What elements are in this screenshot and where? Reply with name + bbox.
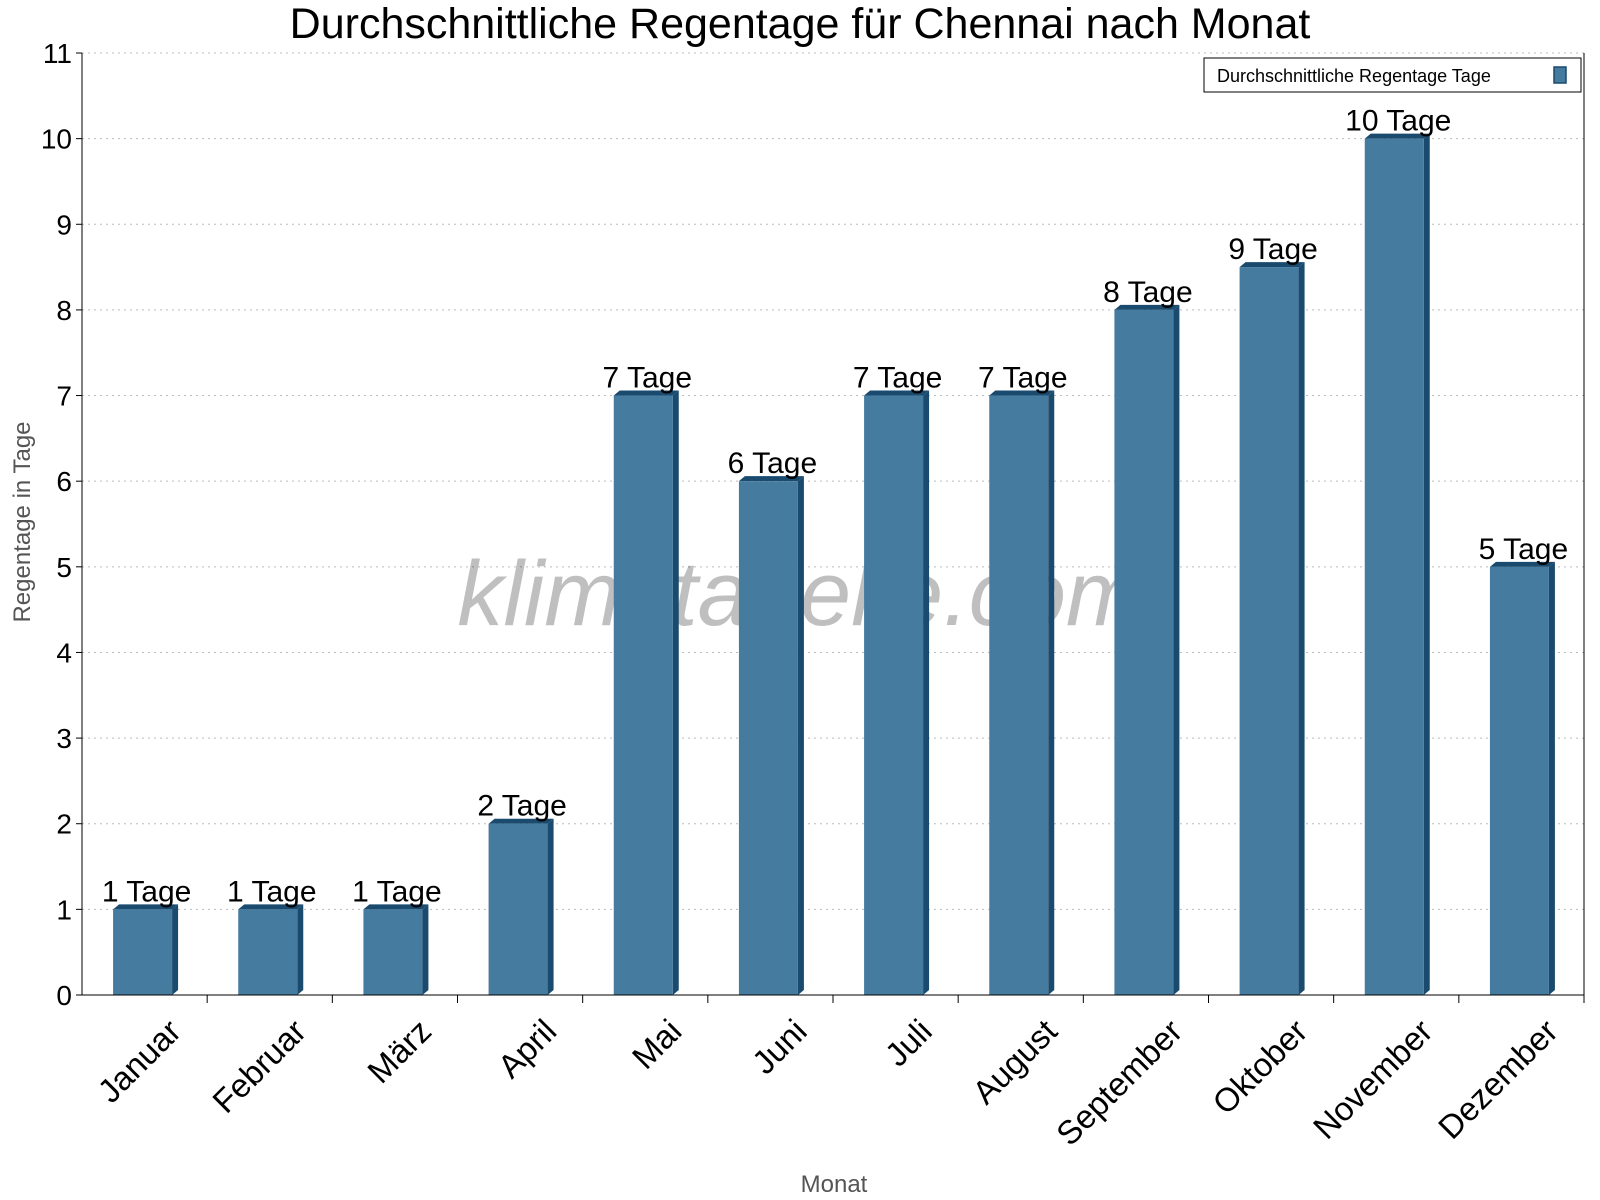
x-axis-title: Monat	[801, 1171, 868, 1198]
bar-top	[238, 904, 304, 910]
bar-top	[488, 818, 554, 824]
bar	[488, 823, 548, 995]
bar-side	[797, 476, 804, 995]
bars	[113, 133, 1555, 996]
bar-side	[547, 818, 554, 995]
data-label: 1 Tage	[227, 875, 317, 908]
y-tick-label: 0	[56, 980, 72, 1011]
data-label: 7 Tage	[978, 362, 1068, 395]
bar	[1239, 267, 1299, 995]
y-tick-label: 4	[56, 637, 72, 668]
data-label: 6 Tage	[728, 447, 818, 480]
y-tick-label: 3	[56, 723, 72, 754]
x-tick-label: April	[491, 1012, 564, 1085]
y-tick-label: 2	[56, 809, 72, 840]
bar-top	[738, 476, 804, 482]
bar-side	[1548, 561, 1555, 995]
data-label: 2 Tage	[477, 790, 567, 823]
bar	[738, 481, 798, 995]
bar	[238, 909, 298, 995]
axes	[76, 52, 1585, 1003]
bar-top	[864, 390, 930, 396]
bar	[613, 395, 673, 996]
legend: Durchschnittliche Regentage Tage	[1203, 57, 1582, 93]
bar-top	[113, 904, 179, 910]
x-tick-label: August	[965, 1012, 1064, 1111]
y-tick-label: 11	[43, 38, 72, 69]
y-axis-title: Regentage in Tage	[9, 421, 36, 622]
bar	[363, 909, 423, 995]
legend-swatch	[1553, 66, 1567, 84]
y-tick-label: 10	[41, 124, 72, 155]
legend-label: Durchschnittliche Regentage Tage	[1217, 66, 1491, 86]
x-tick-label: Januar	[90, 1012, 188, 1110]
bar-side	[1423, 133, 1430, 996]
bar-top	[1239, 262, 1305, 268]
y-tick-label: 5	[56, 552, 72, 583]
chart-title: Durchschnittliche Regentage für Chennai …	[290, 0, 1311, 48]
x-tick-label: Februar	[205, 1012, 313, 1120]
bar-side	[672, 390, 679, 996]
bar-top	[613, 390, 679, 396]
bar-side	[923, 390, 930, 996]
data-label: 10 Tage	[1345, 105, 1451, 138]
bar	[989, 395, 1049, 996]
bar-top	[1489, 561, 1555, 567]
bar-top	[1364, 133, 1430, 139]
bar-side	[1298, 262, 1305, 995]
y-tick-label: 7	[56, 381, 72, 412]
legend-box	[1203, 57, 1582, 93]
bar-side	[1173, 304, 1180, 996]
bar-top	[989, 390, 1055, 396]
x-tick-label: Oktober	[1205, 1012, 1314, 1121]
data-label: 1 Tage	[102, 875, 192, 908]
data-label: 1 Tage	[352, 875, 442, 908]
y-tick-label: 1	[56, 894, 72, 925]
x-tick-label: Dezember	[1431, 1012, 1565, 1146]
bar	[1114, 309, 1174, 996]
data-label: 7 Tage	[853, 362, 943, 395]
data-label: 5 Tage	[1479, 533, 1569, 566]
x-tick-label: März	[360, 1012, 438, 1090]
x-tick-label: November	[1306, 1012, 1440, 1146]
y-tick-label: 9	[56, 209, 72, 240]
bar	[864, 395, 924, 996]
data-label: 7 Tage	[602, 362, 692, 395]
bar-side	[422, 904, 429, 995]
x-tick-label: Juli	[878, 1012, 939, 1073]
bar-top	[1114, 304, 1180, 310]
bar	[113, 909, 173, 995]
bar-side	[1048, 390, 1055, 996]
x-tick-label: September	[1049, 1012, 1189, 1152]
bar	[1489, 566, 1549, 995]
data-label: 9 Tage	[1228, 233, 1318, 266]
y-tick-label: 8	[56, 295, 72, 326]
x-tick-label: Juni	[745, 1012, 814, 1081]
y-tick-label: 6	[56, 466, 72, 497]
bar-side	[297, 904, 304, 995]
x-tick-label: Mai	[625, 1012, 689, 1076]
bar-top	[363, 904, 429, 910]
bar	[1364, 138, 1424, 996]
gridlines	[82, 52, 1584, 910]
data-label: 8 Tage	[1103, 276, 1193, 309]
bar-side	[172, 904, 179, 995]
